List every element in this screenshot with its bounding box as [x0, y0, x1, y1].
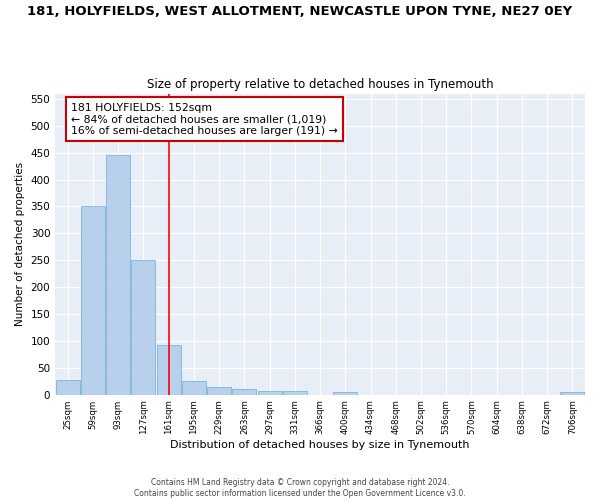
Text: 181, HOLYFIELDS, WEST ALLOTMENT, NEWCASTLE UPON TYNE, NE27 0EY: 181, HOLYFIELDS, WEST ALLOTMENT, NEWCAST…: [28, 5, 572, 18]
Bar: [106, 156, 130, 394]
Bar: [232, 389, 256, 394]
Bar: [560, 392, 584, 394]
X-axis label: Distribution of detached houses by size in Tynemouth: Distribution of detached houses by size …: [170, 440, 470, 450]
Title: Size of property relative to detached houses in Tynemouth: Size of property relative to detached ho…: [147, 78, 493, 91]
Bar: [334, 392, 357, 394]
Bar: [257, 392, 281, 394]
Bar: [182, 382, 206, 394]
Bar: [56, 380, 80, 394]
Bar: [283, 392, 307, 394]
Text: 181 HOLYFIELDS: 152sqm
← 84% of detached houses are smaller (1,019)
16% of semi-: 181 HOLYFIELDS: 152sqm ← 84% of detached…: [71, 102, 338, 136]
Bar: [207, 387, 231, 394]
Y-axis label: Number of detached properties: Number of detached properties: [15, 162, 25, 326]
Bar: [81, 206, 105, 394]
Bar: [131, 260, 155, 394]
Text: Contains HM Land Registry data © Crown copyright and database right 2024.
Contai: Contains HM Land Registry data © Crown c…: [134, 478, 466, 498]
Bar: [157, 344, 181, 395]
